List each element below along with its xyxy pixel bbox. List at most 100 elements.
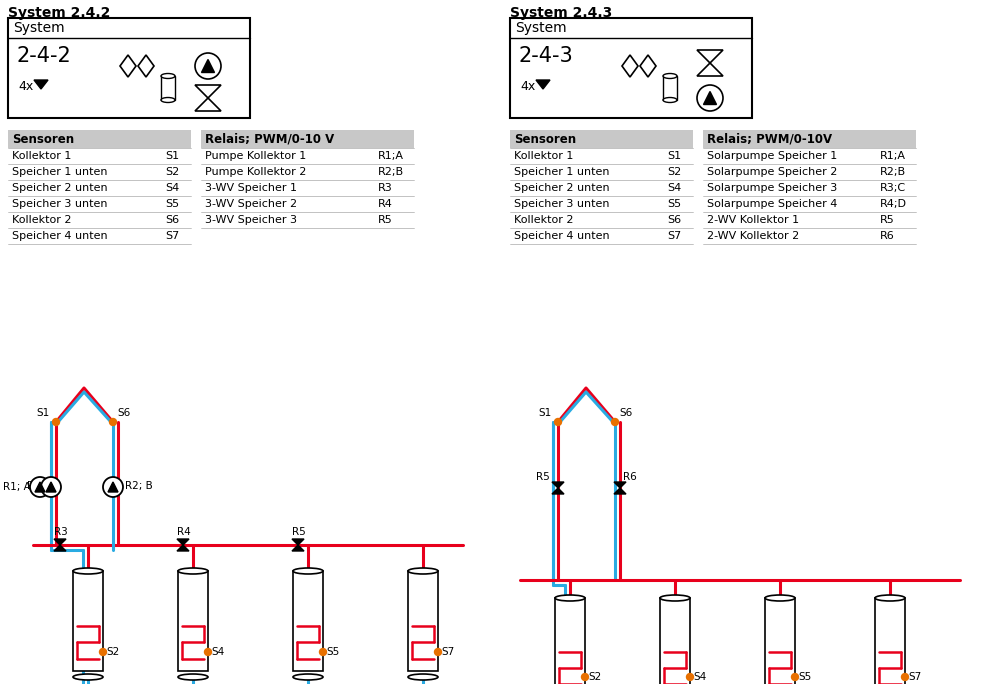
- Ellipse shape: [161, 98, 175, 103]
- Text: R6: R6: [880, 231, 894, 241]
- Ellipse shape: [293, 674, 323, 680]
- Text: Sensoren: Sensoren: [514, 133, 576, 146]
- Text: S6: S6: [117, 408, 130, 418]
- Text: Pumpe Kollektor 1: Pumpe Kollektor 1: [205, 151, 307, 161]
- Text: Speicher 1 unten: Speicher 1 unten: [514, 167, 609, 177]
- Polygon shape: [703, 92, 717, 105]
- Text: Solarpumpe Speicher 4: Solarpumpe Speicher 4: [707, 199, 837, 209]
- Text: Speicher 4 unten: Speicher 4 unten: [12, 231, 107, 241]
- Circle shape: [204, 648, 212, 655]
- Circle shape: [195, 53, 221, 79]
- Text: S6: S6: [619, 408, 632, 418]
- Text: R5: R5: [378, 215, 392, 225]
- Text: Solarpumpe Speicher 2: Solarpumpe Speicher 2: [707, 167, 837, 177]
- Text: S7: S7: [165, 231, 179, 241]
- Polygon shape: [54, 539, 66, 545]
- Ellipse shape: [660, 595, 690, 601]
- Text: S2: S2: [667, 167, 681, 177]
- Polygon shape: [292, 539, 304, 545]
- Polygon shape: [108, 482, 118, 492]
- Text: S5: S5: [326, 647, 339, 657]
- Text: S5: S5: [165, 199, 179, 209]
- Text: 2-WV Kollektor 1: 2-WV Kollektor 1: [707, 215, 799, 225]
- Text: System: System: [13, 21, 65, 35]
- Text: R3: R3: [378, 183, 392, 193]
- Text: Speicher 3 unten: Speicher 3 unten: [514, 199, 609, 209]
- Bar: [663, 76, 677, 100]
- Bar: [510, 18, 752, 118]
- Text: S2: S2: [106, 647, 119, 657]
- Circle shape: [697, 85, 723, 111]
- Circle shape: [52, 419, 59, 425]
- Text: System 2.4.3: System 2.4.3: [510, 6, 612, 20]
- Text: R5: R5: [536, 472, 550, 482]
- Text: Speicher 3 unten: Speicher 3 unten: [12, 199, 107, 209]
- Text: S2: S2: [588, 672, 601, 682]
- Text: Speicher 2 unten: Speicher 2 unten: [12, 183, 107, 193]
- Text: R2; B: R2; B: [125, 481, 153, 491]
- Circle shape: [100, 648, 106, 655]
- Text: R4;D: R4;D: [880, 199, 907, 209]
- Text: S1: S1: [667, 151, 681, 161]
- Bar: [660, 598, 690, 684]
- Text: System: System: [515, 21, 567, 35]
- Text: S1: S1: [538, 408, 551, 418]
- Text: Relais; PWM/0-10 V: Relais; PWM/0-10 V: [205, 133, 334, 146]
- Text: S5: S5: [667, 199, 681, 209]
- Text: R2;B: R2;B: [880, 167, 906, 177]
- Ellipse shape: [161, 73, 175, 79]
- Ellipse shape: [178, 568, 208, 574]
- Text: Pumpe Kollektor 2: Pumpe Kollektor 2: [205, 167, 307, 177]
- Bar: [73, 571, 103, 671]
- Ellipse shape: [73, 674, 103, 680]
- Text: Kollektor 1: Kollektor 1: [12, 151, 71, 161]
- Polygon shape: [292, 545, 304, 551]
- Ellipse shape: [408, 674, 438, 680]
- Text: S4: S4: [693, 672, 706, 682]
- Polygon shape: [177, 545, 189, 551]
- Text: System 2.4.2: System 2.4.2: [8, 6, 110, 20]
- Polygon shape: [614, 488, 626, 494]
- Bar: [8, 18, 250, 118]
- Text: 4x: 4x: [520, 80, 535, 93]
- Ellipse shape: [555, 595, 585, 601]
- Text: R4: R4: [378, 199, 392, 209]
- Polygon shape: [201, 60, 215, 73]
- Text: Kollektor 1: Kollektor 1: [514, 151, 574, 161]
- Text: R5: R5: [292, 527, 306, 537]
- Circle shape: [319, 648, 326, 655]
- Text: 3-WV Speicher 3: 3-WV Speicher 3: [205, 215, 297, 225]
- Bar: [178, 571, 208, 671]
- Text: 3-WV Speicher 1: 3-WV Speicher 1: [205, 183, 297, 193]
- Text: 2-4-2: 2-4-2: [16, 46, 71, 66]
- Circle shape: [103, 477, 123, 497]
- Circle shape: [611, 419, 618, 425]
- Bar: [765, 598, 795, 684]
- Text: R6: R6: [623, 472, 637, 482]
- Text: S7: S7: [441, 647, 455, 657]
- Circle shape: [792, 674, 799, 681]
- Circle shape: [554, 419, 561, 425]
- Polygon shape: [552, 482, 564, 488]
- Polygon shape: [46, 482, 56, 492]
- Text: R1;A: R1;A: [880, 151, 906, 161]
- Bar: [555, 598, 585, 684]
- Text: 4x: 4x: [18, 80, 34, 93]
- Circle shape: [582, 674, 589, 681]
- Bar: [293, 571, 323, 671]
- Text: 3-WV Speicher 2: 3-WV Speicher 2: [205, 199, 297, 209]
- Bar: [703, 130, 916, 148]
- Text: S4: S4: [667, 183, 681, 193]
- Text: R2;B: R2;B: [378, 167, 404, 177]
- Text: S1: S1: [36, 408, 49, 418]
- Text: R1;A: R1;A: [378, 151, 404, 161]
- Ellipse shape: [293, 568, 323, 574]
- Text: R1; A: R1; A: [3, 482, 31, 492]
- Ellipse shape: [875, 595, 905, 601]
- Polygon shape: [552, 488, 564, 494]
- Bar: [510, 130, 693, 148]
- Text: Relais; PWM/0-10V: Relais; PWM/0-10V: [707, 133, 832, 146]
- Text: Speicher 4 unten: Speicher 4 unten: [514, 231, 609, 241]
- Polygon shape: [35, 482, 45, 492]
- Ellipse shape: [663, 98, 677, 103]
